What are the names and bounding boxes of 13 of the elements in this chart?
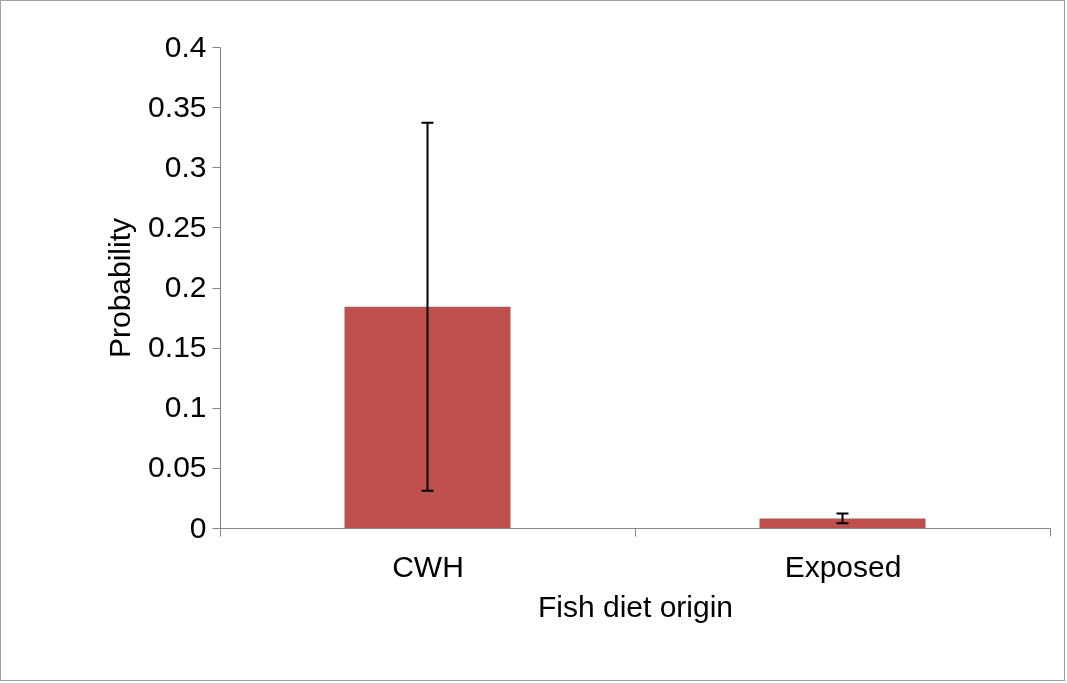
y-tick-label: 0 xyxy=(189,510,207,544)
x-tick-label: Exposed xyxy=(784,549,902,583)
y-tick-label: 0.15 xyxy=(148,330,207,364)
y-tick-label: 0.1 xyxy=(164,390,207,424)
y-tick-label: 0.25 xyxy=(148,209,207,243)
y-tick-label: 0.05 xyxy=(148,450,207,484)
y-tick-label: 0.35 xyxy=(148,89,207,123)
y-tick-label: 0.3 xyxy=(164,149,207,183)
y-tick-label: 0.2 xyxy=(164,270,207,303)
y-tick-label: 0.4 xyxy=(164,29,207,63)
x-axis-title: Fish diet origin xyxy=(537,589,734,623)
x-tick-label: CWH xyxy=(392,549,464,583)
y-axis-title: Probability xyxy=(103,217,137,359)
